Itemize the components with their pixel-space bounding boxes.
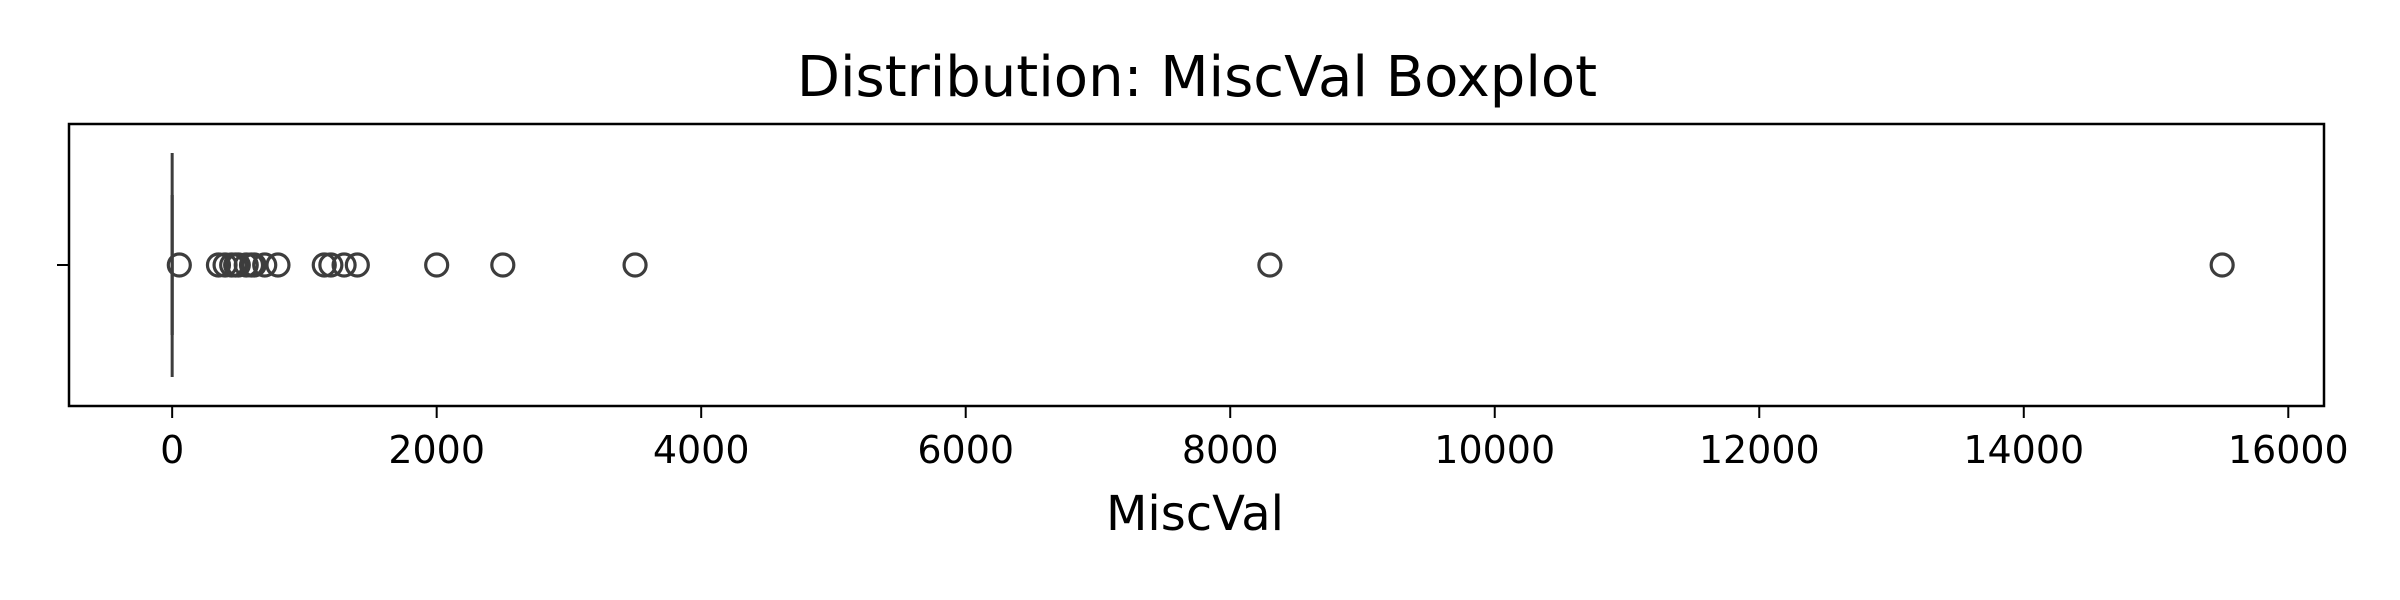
x-tick-label-12000: 12000 [1699,428,1820,472]
x-tick-label-6000: 6000 [917,428,1014,472]
x-tick-label-4000: 4000 [653,428,750,472]
outlier-point-13 [331,252,357,278]
x-tick-label-2000: 2000 [388,428,485,472]
plot-frame [67,122,2326,408]
x-tick-label-16000: 16000 [2228,428,2349,472]
outlier-point-9 [252,252,278,278]
outlier-point-15 [424,252,450,278]
x-tick-label-10000: 10000 [1434,428,1555,472]
outlier-point-19 [2209,252,2235,278]
outlier-point-17 [622,252,648,278]
outlier-point-14 [344,252,370,278]
outlier-point-10 [265,252,291,278]
outlier-point-8 [241,252,267,278]
chart-title: Distribution: MiscVal Boxplot [797,45,1597,110]
outliers-group [166,252,2235,278]
x-axis-label: MiscVal [1106,486,1284,542]
outlier-point-0 [166,252,192,278]
x-tick-label-0: 0 [160,428,184,472]
outlier-point-18 [1257,252,1283,278]
x-tick-label-14000: 14000 [1963,428,2084,472]
outlier-point-16 [490,252,516,278]
x-tick-label-8000: 8000 [1182,428,1279,472]
outlier-point-11 [311,252,337,278]
outlier-point-1 [205,252,232,278]
outlier-point-5 [225,252,251,278]
outlier-point-12 [318,252,344,278]
x-axis-ticks: 0 2000 4000 6000 8000 10000 12000 14000 16000 [160,406,2349,472]
